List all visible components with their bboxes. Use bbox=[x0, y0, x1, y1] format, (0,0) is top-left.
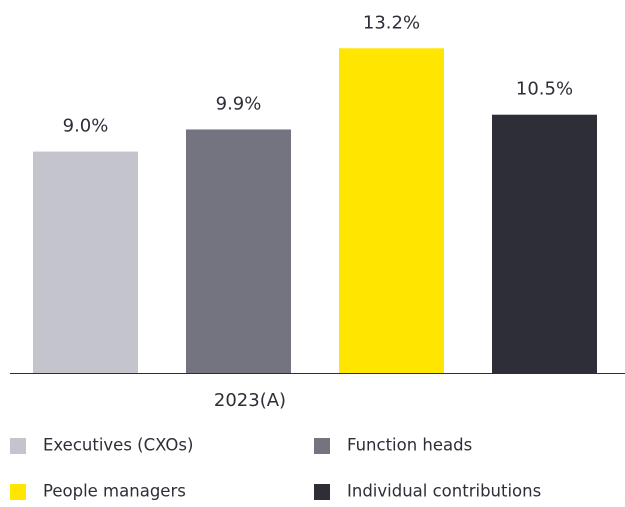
legend-label: Executives (CXOs) bbox=[43, 436, 193, 455]
legend-swatch bbox=[10, 438, 26, 454]
bar bbox=[33, 151, 138, 373]
x-tick-label: 2023(A) bbox=[214, 390, 286, 411]
legend-swatch bbox=[314, 438, 330, 454]
value-label: 13.2% bbox=[363, 12, 420, 33]
legend-label: People managers bbox=[43, 482, 186, 501]
bar bbox=[492, 114, 597, 373]
value-label: 9.9% bbox=[216, 93, 262, 114]
bar bbox=[186, 129, 291, 373]
legend-label: Function heads bbox=[347, 436, 472, 455]
legend-swatch bbox=[10, 484, 26, 500]
legend-swatch bbox=[314, 484, 330, 500]
legend-label: Individual contributions bbox=[347, 482, 541, 501]
value-label: 10.5% bbox=[516, 79, 573, 100]
bar bbox=[339, 48, 444, 373]
value-label: 9.0% bbox=[63, 116, 109, 137]
